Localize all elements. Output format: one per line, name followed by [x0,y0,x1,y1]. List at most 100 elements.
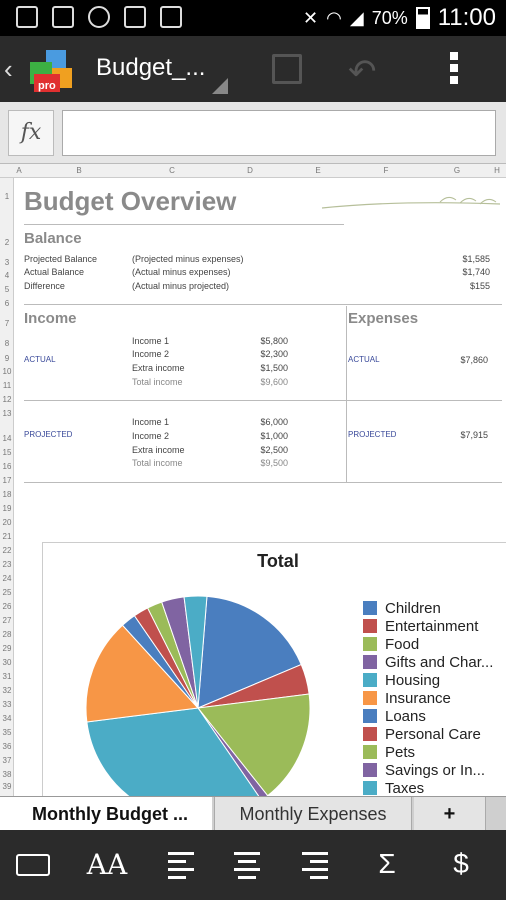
row-header[interactable]: 9 [4,354,10,363]
row-header[interactable]: 3 [4,258,10,267]
row-header[interactable]: 14 [2,434,12,443]
balance-value[interactable]: $1,585 [462,254,490,264]
row-header[interactable]: 28 [2,630,12,639]
balance-label[interactable]: Actual Balance [24,267,85,277]
expenses-heading[interactable]: Expenses [348,310,419,327]
row-header[interactable]: 34 [2,714,12,723]
row-header[interactable]: 27 [2,616,12,625]
balance-label[interactable]: Difference [24,281,65,291]
column-header[interactable]: E [315,166,321,175]
row-header[interactable]: 36 [2,742,12,751]
balance-formula[interactable]: (Actual minus expenses) [132,267,231,277]
row-header[interactable]: 6 [4,299,10,308]
sheet-title[interactable]: Budget Overview [24,186,237,216]
row-header[interactable]: 22 [2,546,12,555]
row-header[interactable]: 10 [2,367,12,376]
row-header[interactable]: 38 [2,770,12,779]
income-item-label[interactable]: Income 1 [132,336,170,346]
tab-monthly-budget[interactable]: Monthly Budget ... [0,797,212,831]
row-header[interactable]: 7 [4,319,10,328]
undo-icon[interactable]: ↶ [348,53,377,91]
sum-icon[interactable]: Σ [378,848,396,879]
income-item-value[interactable]: $2,300 [260,349,288,359]
row-header[interactable]: 2 [4,238,10,247]
income-item-value[interactable]: $2,500 [260,445,288,455]
income-item-label[interactable]: Extra income [132,363,185,373]
income-total-value[interactable]: $9,600 [260,377,288,387]
row-header[interactable]: 17 [2,476,12,485]
row-header[interactable]: 35 [2,728,12,737]
row-header[interactable]: 21 [2,532,12,541]
row-header[interactable]: 37 [2,756,12,765]
keyboard-icon[interactable] [16,854,50,876]
row-header[interactable]: 16 [2,462,12,471]
row-header[interactable]: 11 [2,381,12,390]
pie-chart[interactable]: Total Children Entertainment Food Gifts and… [42,542,506,798]
balance-heading[interactable]: Balance [24,230,82,247]
column-header[interactable]: B [76,166,82,175]
formula-input[interactable] [62,110,496,156]
row-header[interactable]: 25 [2,588,12,597]
row-header[interactable]: 32 [2,686,12,695]
column-header[interactable]: D [247,166,253,175]
row-header[interactable]: 39 [2,782,12,791]
row-header[interactable]: 1 [4,192,10,201]
income-item-label[interactable]: Income 2 [132,431,170,441]
balance-value[interactable]: $1,740 [462,267,490,277]
row-header[interactable]: 13 [2,409,12,418]
row-header[interactable]: 30 [2,658,12,667]
row-header[interactable]: 5 [4,285,10,294]
column-header[interactable]: F [383,166,389,175]
tab-monthly-expenses[interactable]: Monthly Expenses [214,797,412,831]
expenses-actual-label[interactable]: ACTUAL [348,355,380,364]
row-header[interactable]: 8 [4,339,10,348]
row-header[interactable]: 23 [2,560,12,569]
row-header[interactable]: 4 [4,271,10,280]
align-center-icon[interactable] [234,852,260,884]
font-format-icon[interactable]: AA [86,848,128,881]
column-header[interactable]: C [169,166,175,175]
officesuite-pro-logo[interactable]: pro [28,48,74,94]
back-chevron-icon[interactable]: ‹ [4,54,13,84]
spreadsheet-grid[interactable]: Budget Overview Balance Projected Balanc… [14,178,506,798]
row-header[interactable]: 20 [2,518,12,527]
document-title[interactable]: Budget_... [96,54,206,81]
income-item-value[interactable]: $6,000 [260,417,288,427]
income-item-value[interactable]: $5,800 [260,336,288,346]
income-item-label[interactable]: Extra income [132,445,185,455]
row-header[interactable]: 33 [2,700,12,709]
fx-button[interactable]: fx [8,110,54,156]
row-header[interactable]: 29 [2,644,12,653]
expenses-projected-label[interactable]: PROJECTED [348,430,397,439]
column-header[interactable]: H [494,166,500,175]
title-dropdown-icon[interactable] [212,78,228,94]
income-heading[interactable]: Income [24,310,77,327]
row-header[interactable]: 24 [2,574,12,583]
income-item-label[interactable]: Income 2 [132,349,170,359]
row-header[interactable]: 31 [2,672,12,681]
save-icon[interactable] [272,54,302,84]
income-item-value[interactable]: $1,000 [260,431,288,441]
income-item-label[interactable]: Income 1 [132,417,170,427]
currency-icon[interactable]: $ [453,848,469,879]
expenses-projected-value[interactable]: $7,915 [460,430,488,440]
row-header[interactable]: 12 [2,395,12,404]
income-actual-label[interactable]: ACTUAL [24,355,56,364]
balance-label[interactable]: Projected Balance [24,254,98,264]
align-left-icon[interactable] [168,852,194,884]
add-sheet-button[interactable]: + [414,797,486,831]
expenses-actual-value[interactable]: $7,860 [460,355,488,365]
row-header[interactable]: 19 [2,504,12,513]
overflow-menu-icon[interactable] [450,52,460,88]
row-header[interactable]: 15 [2,448,12,457]
income-total-label[interactable]: Total income [132,458,183,468]
column-header[interactable]: G [453,166,461,175]
align-right-icon[interactable] [302,852,328,884]
balance-value[interactable]: $155 [469,281,490,291]
row-header[interactable]: 26 [2,602,12,611]
row-header[interactable]: 18 [2,490,12,499]
balance-formula[interactable]: (Actual minus projected) [132,281,230,291]
income-total-label[interactable]: Total income [132,377,183,387]
income-projected-label[interactable]: PROJECTED [24,430,73,439]
income-total-value[interactable]: $9,500 [260,458,288,468]
